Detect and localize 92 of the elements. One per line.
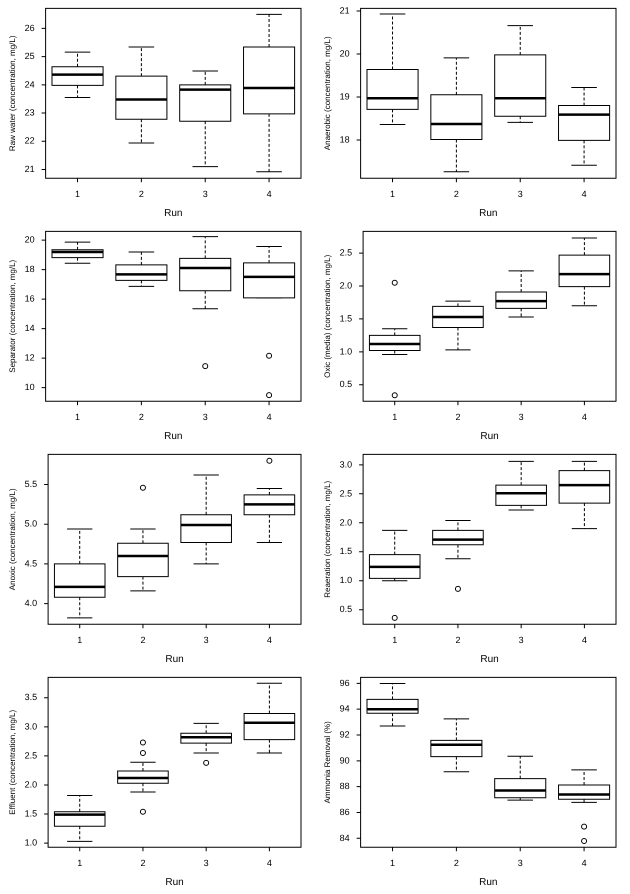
y-tick-label: 10 — [24, 382, 35, 392]
y-axis-title: Separator (concentration, mg/L) — [8, 259, 18, 373]
x-tick-label: 4 — [266, 412, 272, 422]
x-tick-label: 2 — [138, 412, 144, 422]
y-tick-label: 18 — [24, 264, 35, 274]
x-axis-title: Run — [164, 430, 182, 442]
y-tick-label: 20 — [24, 234, 35, 245]
y-tick-label: 24 — [24, 79, 35, 90]
y-tick-label: 1.0 — [24, 838, 38, 848]
y-tick-label: 90 — [340, 755, 350, 766]
x-axis-title: Run — [480, 654, 499, 665]
x-tick-label: 2 — [140, 858, 146, 868]
y-tick-label: 25 — [24, 51, 35, 62]
y-axis-title: Anaerobic (concentration, mg/L) — [323, 36, 332, 150]
x-tick-label: 4 — [582, 858, 587, 868]
x-tick-label: 3 — [518, 635, 524, 646]
y-axis-title: Ammonia Removal (%) — [323, 720, 332, 804]
y-tick-label: 3.0 — [24, 721, 38, 732]
x-tick-label: 3 — [202, 412, 208, 422]
x-axis-title: Run — [479, 208, 498, 219]
y-tick-label: 2.0 — [24, 779, 38, 790]
x-tick-label: 3 — [518, 858, 523, 868]
y-tick-label: 3.0 — [340, 459, 352, 470]
x-axis-title: Run — [480, 430, 499, 442]
y-tick-label: 1.5 — [24, 808, 38, 819]
x-tick-label: 1 — [77, 858, 82, 868]
x-tick-label: 3 — [518, 412, 524, 422]
x-tick-label: 4 — [582, 412, 587, 422]
x-tick-label: 2 — [454, 189, 459, 200]
y-tick-label: 26 — [24, 22, 35, 33]
y-tick-label: 20 — [340, 48, 350, 58]
x-tick-label: 1 — [390, 858, 396, 868]
y-tick-label: 2.5 — [340, 488, 352, 498]
y-tick-label: 3.5 — [24, 692, 38, 702]
x-tick-label: 1 — [75, 412, 80, 422]
y-tick-label: 2.0 — [340, 517, 352, 528]
y-axis-title: Reaeration (concentration, mg/L) — [323, 480, 332, 598]
y-tick-label: 18 — [340, 134, 350, 144]
x-tick-label: 2 — [454, 858, 459, 868]
x-tick-label: 4 — [266, 858, 272, 868]
y-tick-label: 14 — [24, 323, 35, 334]
x-tick-label: 2 — [455, 412, 460, 422]
y-tick-label: 12 — [24, 352, 35, 363]
y-tick-label: 19 — [340, 91, 350, 102]
x-tick-label: 1 — [390, 189, 396, 200]
x-tick-label: 2 — [140, 635, 146, 646]
y-tick-label: 88 — [340, 781, 350, 792]
y-axis-title: Anoxic (concentration, mg/L) — [8, 488, 18, 590]
x-tick-label: 3 — [204, 635, 209, 646]
x-tick-label: 1 — [75, 189, 80, 200]
y-tick-label: 16 — [24, 294, 35, 304]
x-axis-title: Run — [165, 876, 184, 888]
x-tick-label: 2 — [455, 635, 460, 646]
y-tick-label: 0.5 — [340, 379, 352, 390]
x-axis-title: Run — [479, 876, 498, 888]
x-tick-label: 1 — [392, 635, 398, 646]
y-axis-title: Effluent (concentration, mg/L) — [8, 710, 18, 815]
y-tick-label: 1.0 — [340, 575, 352, 586]
x-tick-label: 4 — [266, 635, 272, 646]
y-tick-label: 1.5 — [340, 313, 352, 324]
y-tick-label: 96 — [340, 678, 350, 688]
y-tick-label: 22 — [24, 136, 35, 146]
y-tick-label: 84 — [340, 832, 350, 843]
x-tick-label: 4 — [582, 189, 587, 200]
y-tick-label: 2.0 — [340, 280, 352, 291]
y-tick-label: 1.5 — [340, 546, 352, 556]
y-tick-label: 92 — [340, 729, 350, 740]
y-tick-label: 0.5 — [340, 604, 352, 614]
y-tick-label: 5.5 — [24, 479, 38, 490]
x-tick-label: 1 — [392, 412, 398, 422]
x-tick-label: 1 — [77, 635, 82, 646]
y-tick-label: 4.0 — [24, 598, 38, 608]
y-tick-label: 1.0 — [340, 346, 352, 356]
x-tick-label: 3 — [204, 858, 209, 868]
y-tick-label: 21 — [340, 5, 350, 16]
y-tick-label: 23 — [24, 108, 35, 118]
y-tick-label: 2.5 — [340, 248, 352, 258]
x-axis-title: Run — [165, 654, 184, 665]
x-tick-label: 4 — [266, 189, 272, 200]
y-tick-label: 86 — [340, 806, 350, 817]
y-tick-label: 5.0 — [24, 518, 38, 529]
x-tick-label: 4 — [582, 635, 587, 646]
x-tick-label: 3 — [202, 189, 208, 200]
y-tick-label: 94 — [340, 704, 350, 714]
x-tick-label: 2 — [138, 189, 144, 200]
y-tick-label: 2.5 — [24, 750, 38, 760]
y-axis-title: Raw water (concentration, mg/L) — [8, 35, 18, 152]
y-tick-label: 21 — [24, 164, 35, 174]
x-axis-title: Run — [164, 208, 182, 219]
y-axis-title: Oxic (media) (concentration, mg/L) — [323, 254, 332, 378]
x-tick-label: 3 — [518, 189, 523, 200]
y-tick-label: 4.5 — [24, 558, 38, 568]
